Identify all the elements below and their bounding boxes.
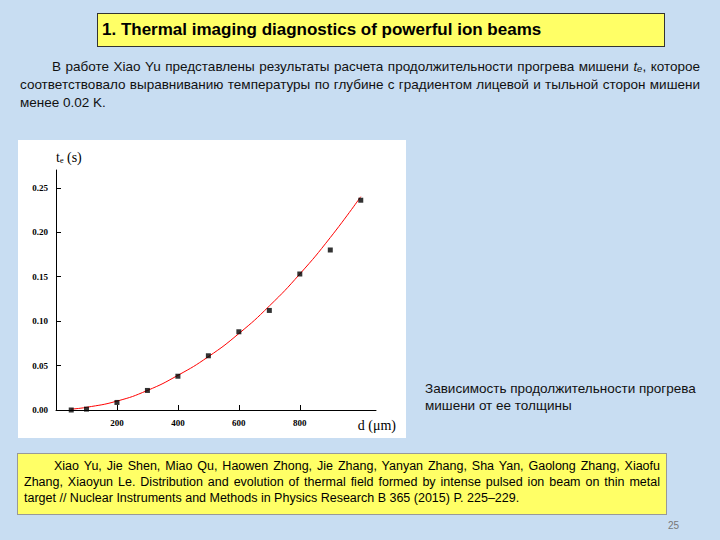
svg-text:400: 400 <box>171 418 185 428</box>
svg-text:tₑ (s): tₑ (s) <box>56 150 82 166</box>
svg-text:0.00: 0.00 <box>32 405 48 415</box>
html-text:В работе Xiao Yu представлены: В работе Xiao Yu представлены результаты… <box>20 59 700 110</box>
html-text:Xiao Yu, Jie Shen, Miao Qu, Ha: Xiao Yu, Jie Shen, Miao Qu, Haowen Zhong… <box>24 459 660 505</box>
svg-text:800: 800 <box>293 418 307 428</box>
svg-text:0.20: 0.20 <box>32 227 48 237</box>
svg-text:600: 600 <box>232 418 246 428</box>
svg-text:0.15: 0.15 <box>32 272 48 282</box>
svg-text:0.25: 0.25 <box>32 183 48 193</box>
html-text:25: 25 <box>668 520 680 531</box>
html-text:Зависимость продолжительности: Зависимость продолжительности прогрева м… <box>425 381 696 413</box>
svg-text:0.05: 0.05 <box>32 361 48 371</box>
svg-text:d (μm): d (μm) <box>358 418 397 434</box>
html-text:1. Thermal imaging diagnostics: 1. Thermal imaging diagnostics of powerf… <box>102 20 542 39</box>
svg-text:0.10: 0.10 <box>32 316 48 326</box>
svg-text:200: 200 <box>110 418 124 428</box>
